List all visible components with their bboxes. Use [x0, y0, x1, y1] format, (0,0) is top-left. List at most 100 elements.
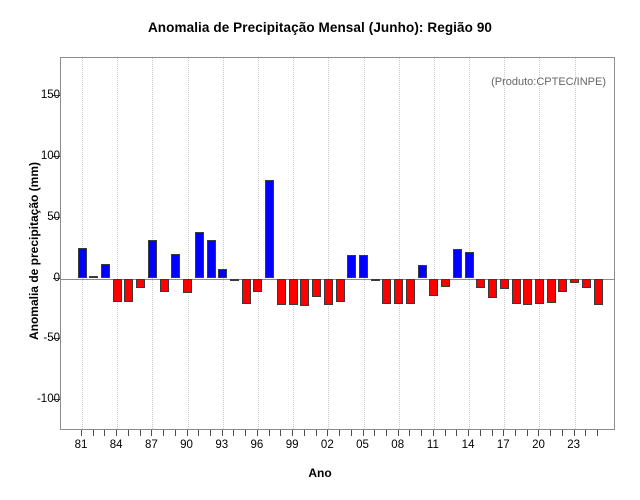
gridline	[363, 58, 365, 429]
x-tick-mark	[385, 430, 387, 436]
x-tick-mark	[432, 430, 434, 436]
bar-1985	[124, 278, 134, 302]
bar-2008	[394, 278, 404, 305]
x-tick-label: 02	[320, 439, 334, 451]
x-axis-label: Ano	[308, 466, 332, 480]
x-tick-label: 87	[144, 439, 158, 451]
x-tick-label: 84	[109, 439, 123, 451]
bar-2011	[429, 278, 439, 296]
bar-2004	[347, 255, 357, 279]
y-axis: Anomalia de precipitação (mm) -100 -50 0 50…	[0, 0, 60, 500]
y-tick-label: 150	[40, 88, 60, 101]
bar-2023	[570, 278, 580, 284]
x-tick-label: 11	[426, 439, 439, 451]
bar-2002	[323, 278, 333, 306]
x-tick-label: 90	[180, 439, 193, 451]
bar-1990	[183, 278, 193, 294]
x-tick-mark	[303, 430, 305, 436]
x-tick-mark	[479, 430, 481, 436]
bar-1992	[206, 239, 216, 279]
gridline	[117, 58, 119, 429]
x-tick-mark	[92, 430, 94, 436]
x-tick-mark	[81, 430, 82, 436]
x-tick-mark	[585, 430, 587, 436]
gridline	[398, 58, 400, 429]
bar-1983	[100, 263, 110, 279]
x-axis: 81 84 87 90 93 96 99 02 05 08 11 14 17 20 23	[0, 430, 640, 470]
bar-2012	[441, 278, 451, 288]
x-tick-mark	[292, 430, 294, 436]
y-tick-mark	[53, 338, 60, 340]
x-tick-mark	[139, 430, 141, 436]
bar-2010	[417, 265, 427, 279]
bar-2000	[300, 278, 310, 307]
x-tick-mark	[526, 430, 528, 436]
bar-1982	[89, 276, 99, 279]
x-tick-mark	[550, 430, 552, 436]
bar-2017	[499, 278, 509, 290]
bar-2014	[464, 251, 474, 279]
x-tick-label: 14	[461, 439, 475, 451]
bar-2005	[359, 255, 369, 279]
gridline	[187, 58, 189, 429]
x-tick-mark	[268, 430, 270, 436]
x-tick-mark	[221, 430, 223, 436]
y-tick-label: -50	[43, 332, 60, 345]
bar-1999	[288, 278, 298, 306]
x-tick-mark	[256, 430, 258, 436]
x-tick-mark	[362, 430, 364, 436]
x-tick-mark	[339, 430, 341, 436]
bar-2015	[476, 278, 486, 289]
bar-2022	[558, 278, 568, 292]
x-tick-mark	[468, 430, 470, 436]
x-tick-mark	[210, 430, 212, 436]
y-tick-mark	[53, 155, 60, 157]
x-tick-mark	[397, 430, 399, 436]
x-tick-mark	[515, 430, 516, 436]
source-annotation: (Produto:CPTEC/INPE)	[491, 76, 606, 88]
gridline	[222, 58, 224, 429]
x-tick-mark	[491, 430, 493, 436]
x-tick-mark	[245, 430, 247, 436]
bar-1989	[171, 254, 181, 279]
x-tick-mark	[174, 430, 176, 436]
bar-2019	[523, 278, 533, 306]
x-tick-mark	[374, 430, 376, 436]
x-tick-mark	[409, 430, 411, 436]
x-tick-mark	[163, 430, 165, 436]
x-tick-mark	[597, 430, 599, 436]
x-tick-label: 05	[356, 439, 369, 451]
y-tick-label: 0	[53, 271, 60, 284]
x-tick-mark	[538, 430, 540, 436]
x-tick-mark	[116, 430, 118, 436]
bar-2013	[452, 249, 462, 279]
bar-2007	[382, 278, 392, 305]
gridline	[328, 58, 330, 429]
gridline	[82, 58, 83, 429]
x-tick-label: 23	[567, 439, 581, 451]
bar-1981	[77, 248, 87, 279]
bar-2003	[335, 278, 345, 302]
bar-2021	[546, 278, 556, 303]
gridline	[433, 58, 435, 429]
y-tick-mark	[53, 399, 60, 401]
bar-1996	[253, 278, 263, 292]
x-tick-label: 20	[532, 439, 545, 451]
x-tick-mark	[233, 430, 235, 436]
bar-1991	[194, 232, 204, 279]
x-tick-mark	[104, 430, 106, 436]
x-tick-label: 81	[74, 439, 88, 451]
bar-2018	[511, 278, 521, 305]
x-tick-label: 96	[250, 439, 264, 451]
chart-title: Anomalia de Precipitação Mensal (Junho):…	[147, 20, 493, 35]
bar-1986	[136, 278, 146, 289]
bar-1995	[241, 278, 251, 305]
y-tick-mark	[53, 94, 60, 96]
x-tick-label: 99	[285, 439, 299, 451]
x-tick-mark	[503, 430, 505, 436]
y-tick-mark	[53, 277, 60, 279]
x-tick-mark	[444, 430, 446, 436]
x-tick-mark	[350, 430, 352, 436]
x-tick-label: 93	[215, 439, 229, 451]
x-tick-mark	[151, 430, 153, 436]
